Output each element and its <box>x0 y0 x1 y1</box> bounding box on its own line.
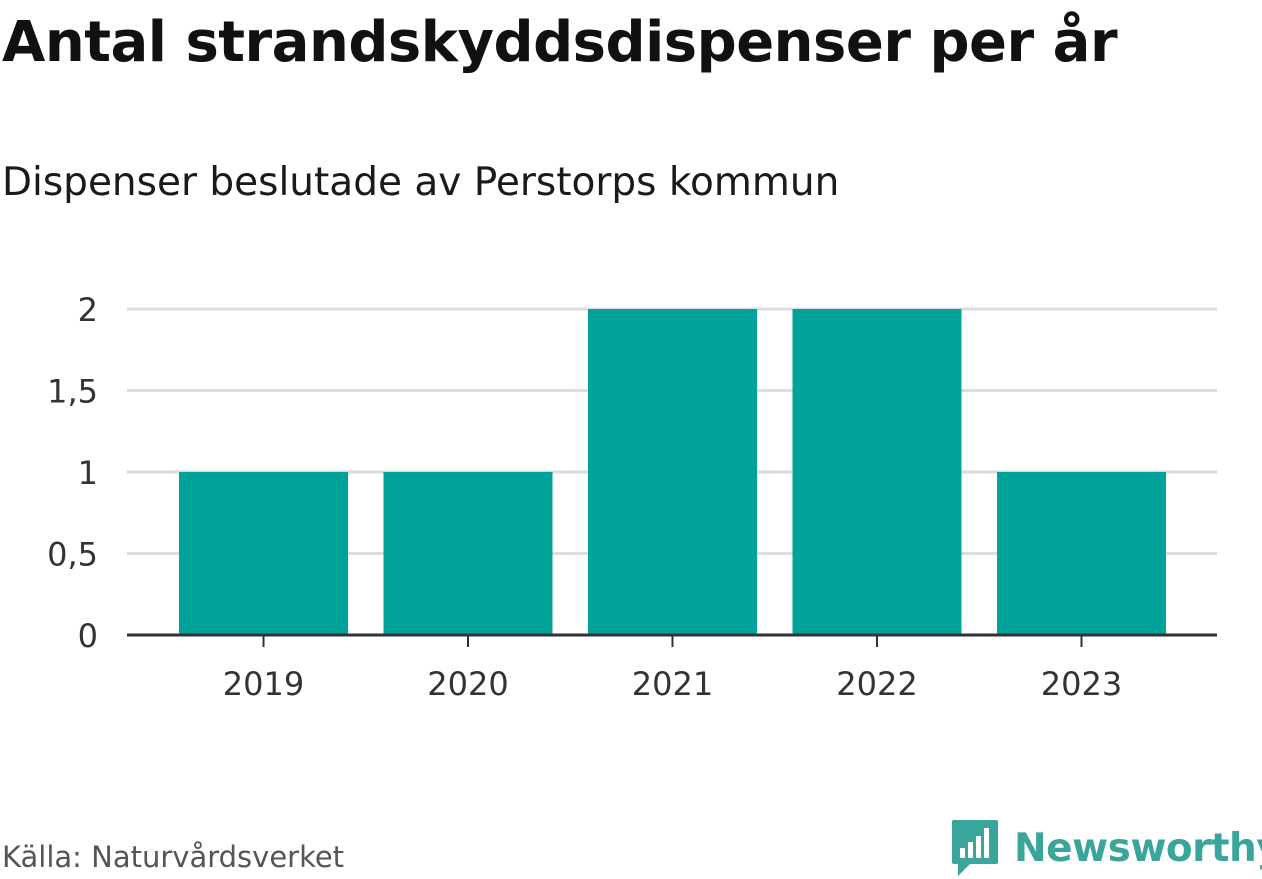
chart-title: Antal strandskyddsdispenser per år <box>2 10 1118 75</box>
brand-logo: Newsworthy <box>950 818 1262 878</box>
bar-2019 <box>179 472 348 635</box>
bar-chart-icon <box>952 820 998 876</box>
bar-chart: 0 0,5 1 1,5 2 2019 2020 2021 2022 2023 <box>47 291 1217 703</box>
x-tick-label: 2019 <box>223 665 304 703</box>
chart-subtitle: Dispenser beslutade av Perstorps kommun <box>2 160 840 205</box>
y-tick-label: 1 <box>78 454 98 492</box>
source-note: Källa: Naturvårdsverket <box>2 840 345 874</box>
brand-name: Newsworthy <box>1014 825 1262 871</box>
bar-2020 <box>383 472 553 635</box>
x-tick-label: 2021 <box>632 665 713 703</box>
bar-2022 <box>792 309 962 635</box>
bar-2021 <box>588 309 757 635</box>
y-tick-label: 0 <box>78 617 98 655</box>
x-tick-label: 2020 <box>427 665 508 703</box>
y-tick-label: 1,5 <box>47 373 98 411</box>
x-tick-label: 2022 <box>836 665 917 703</box>
bar-2023 <box>997 472 1166 635</box>
axes: 0 0,5 1 1,5 2 2019 2020 2021 2022 2023 <box>47 291 1217 703</box>
y-tick-label: 0,5 <box>47 536 98 574</box>
bars <box>179 309 1166 635</box>
x-tick-label: 2023 <box>1041 665 1122 703</box>
y-tick-label: 2 <box>78 291 98 329</box>
